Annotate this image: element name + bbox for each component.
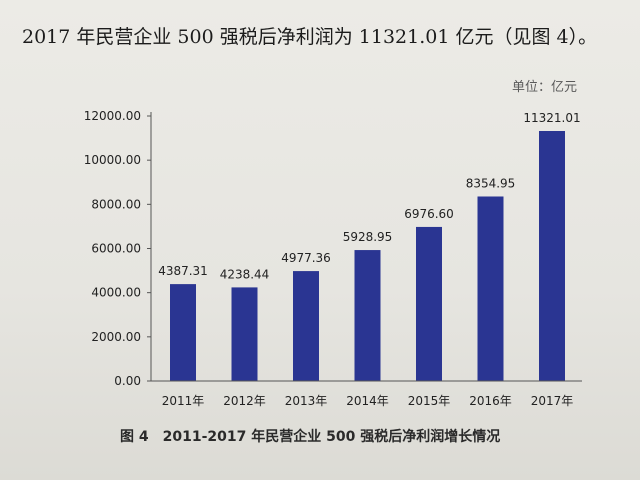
data-label: 6976.60: [404, 207, 454, 221]
data-label: 4977.36: [281, 251, 331, 265]
y-tick-label: 8000.00: [91, 197, 141, 211]
x-tick-label: 2014年: [346, 394, 389, 408]
bar-2013年: [293, 271, 319, 381]
y-tick-label: 10000.00: [84, 153, 141, 167]
x-tick-label: 2016年: [469, 394, 512, 408]
data-label: 4238.44: [220, 267, 270, 281]
data-label: 8354.95: [466, 176, 516, 190]
x-tick-label: 2017年: [531, 394, 574, 408]
data-label: 5928.95: [343, 230, 393, 244]
y-tick-label: 12000.00: [84, 109, 141, 123]
x-tick-label: 2015年: [408, 394, 451, 408]
y-axis: 0.00 2000.00 4000.00 6000.00 8000.00 10000.00…: [84, 109, 152, 388]
bar-2012年: [231, 287, 258, 381]
data-label: 4387.31: [158, 264, 208, 278]
bar-2011年: [170, 284, 196, 381]
bars-group: 4387.31 4238.44 4977.36 5928.95 6976.60 8354.…: [158, 111, 581, 381]
y-tick-label: 0.00: [114, 374, 141, 388]
y-tick-label: 4000.00: [91, 286, 141, 300]
y-tick-label: 6000.00: [91, 242, 141, 256]
x-tick-label: 2012年: [223, 394, 266, 408]
x-axis: 2011年 2012年 2013年 2014年 2015年 2016年 2017年: [151, 380, 582, 408]
x-tick-label: 2011年: [162, 394, 205, 408]
data-label: 11321.01: [523, 111, 580, 125]
intro-paragraph: 2017 年民营企业 500 强税后净利润为 11321.01 亿元（见图 4）…: [22, 26, 598, 48]
bar-2017年: [539, 130, 565, 381]
unit-label: 单位：亿元: [512, 80, 578, 95]
x-tick-label: 2013年: [285, 394, 328, 408]
figure-caption: 图 4 2011-2017 年民营企业 500 强税后净利润增长情况: [120, 429, 501, 445]
bar-2014年: [354, 250, 381, 381]
bar-2015年: [416, 226, 442, 381]
bar-2016年: [477, 196, 504, 381]
y-tick-label: 2000.00: [91, 330, 141, 344]
